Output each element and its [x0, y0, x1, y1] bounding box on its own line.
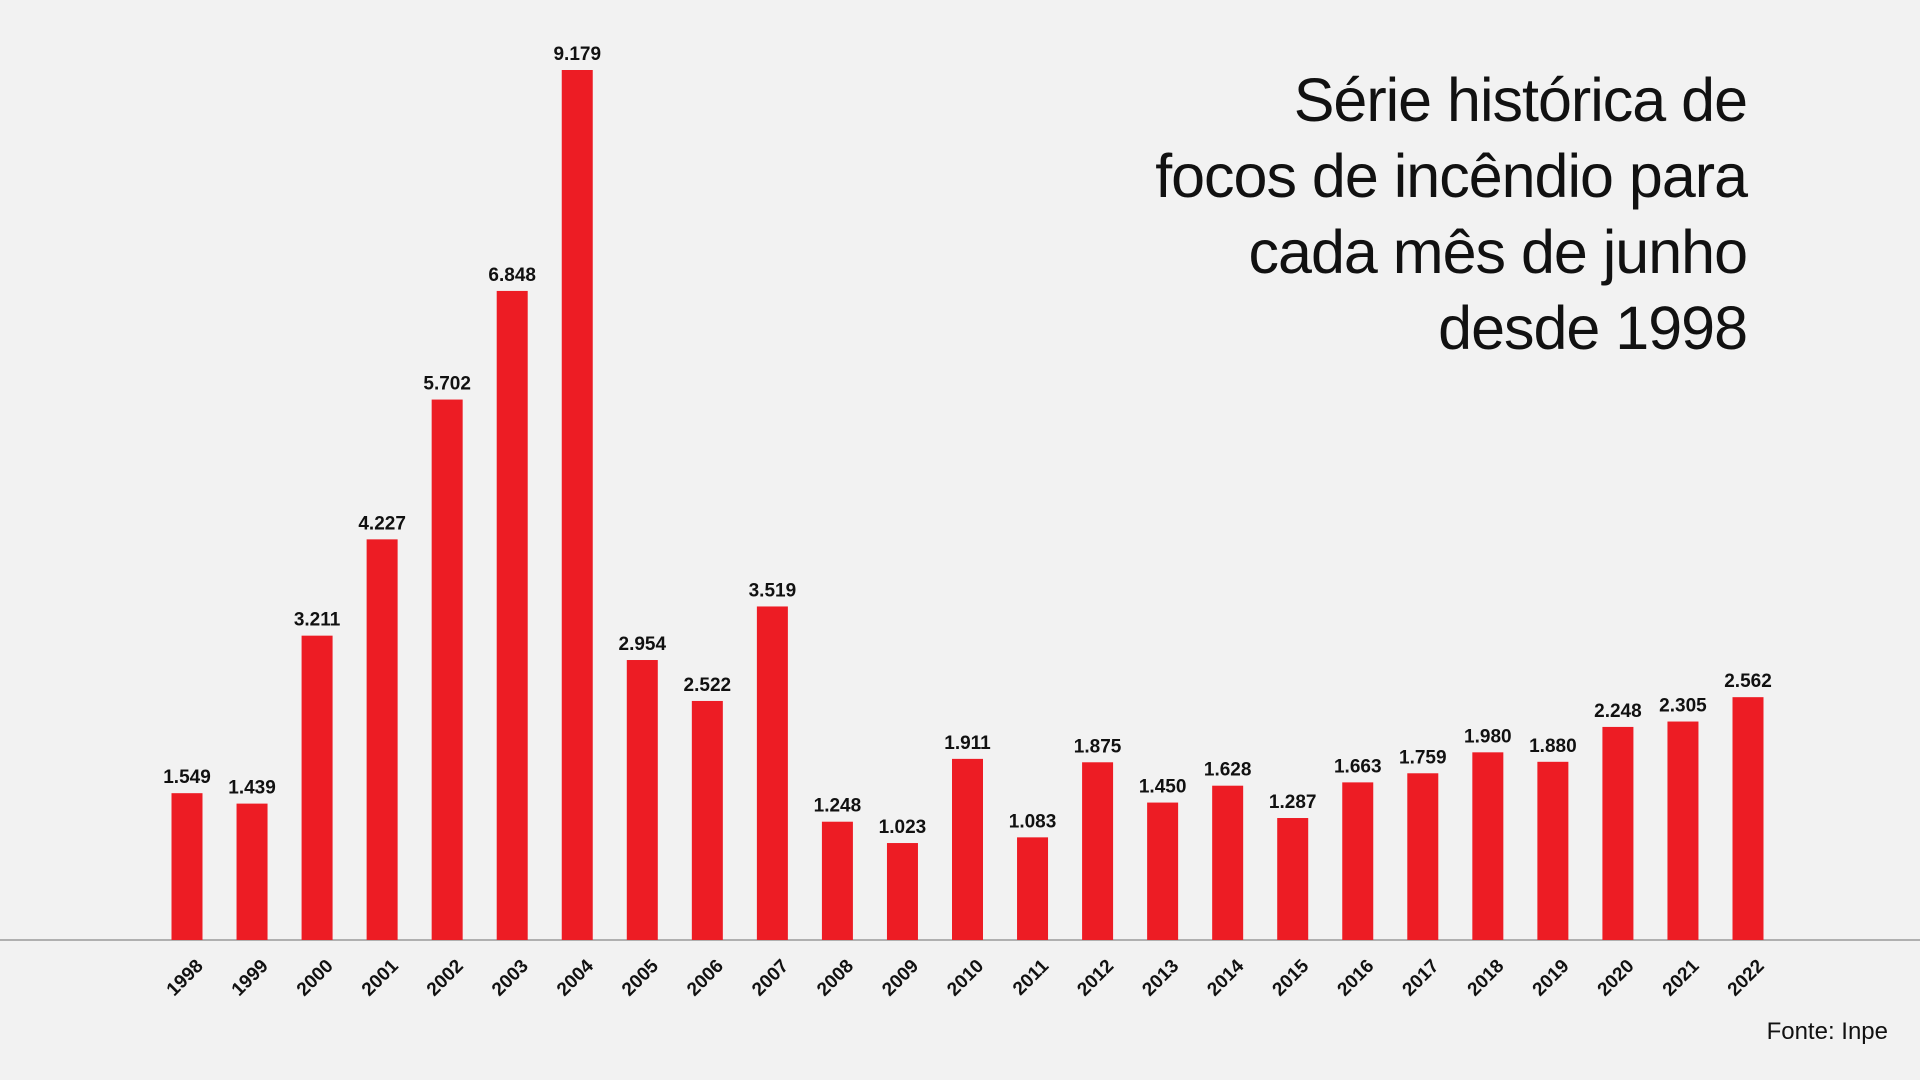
value-label-2007: 3.519 [749, 580, 797, 601]
bar-2017 [1407, 773, 1439, 940]
value-label-2005: 2.954 [619, 634, 667, 655]
x-tick-label-2018: 2018 [1464, 956, 1509, 1001]
bar-2004 [561, 70, 593, 940]
value-label-2022: 2.562 [1724, 671, 1772, 692]
source-note: Fonte: Inpe [1766, 1018, 1888, 1045]
x-tick-label-2004: 2004 [553, 955, 598, 1000]
bar-2000 [301, 635, 333, 940]
x-tick-label-2020: 2020 [1594, 956, 1639, 1001]
value-label-2012: 1.875 [1074, 736, 1122, 757]
x-tick-label-2001: 2001 [358, 955, 403, 1000]
bar-2015 [1277, 818, 1309, 940]
value-labels-group: 1.549 1.439 3.211 4.227 5.702 6.848 9.179 2.954… [163, 44, 1772, 838]
bar-2001 [366, 539, 398, 940]
x-tick-label-2002: 2002 [423, 956, 468, 1001]
bar-2012 [1082, 762, 1114, 940]
value-label-2003: 6.848 [488, 265, 536, 286]
bar-2002 [431, 399, 463, 940]
x-tick-label-2012: 2012 [1073, 956, 1118, 1001]
bar-2022 [1732, 697, 1764, 940]
x-tick-label-2008: 2008 [813, 956, 858, 1001]
x-tick-label-2014: 2014 [1204, 955, 1249, 1000]
chart-title-line: desde 1998 [1438, 294, 1748, 362]
value-label-2002: 5.702 [423, 374, 471, 395]
bar-2014 [1212, 785, 1244, 940]
bar-1998 [171, 793, 203, 940]
value-label-2004: 9.179 [553, 44, 601, 65]
x-tick-label-1999: 1999 [228, 956, 273, 1001]
bar-2018 [1472, 752, 1504, 940]
bar-2007 [756, 606, 788, 940]
value-label-2016: 1.663 [1334, 756, 1382, 777]
x-tick-label-2013: 2013 [1138, 956, 1183, 1001]
value-label-2010: 1.911 [944, 733, 991, 754]
value-label-2015: 1.287 [1269, 792, 1317, 813]
value-label-2018: 1.980 [1464, 726, 1512, 747]
value-label-2001: 4.227 [358, 513, 406, 534]
bars-group [171, 70, 1764, 941]
bar-2005 [626, 660, 658, 940]
value-label-2014: 1.628 [1204, 760, 1252, 781]
value-label-1999: 1.439 [228, 778, 276, 799]
value-label-2011: 1.083 [1009, 811, 1057, 832]
chart-title-line: focos de incêndio para [1155, 142, 1748, 210]
bar-2016 [1342, 782, 1374, 940]
bar-2019 [1537, 761, 1569, 940]
x-tick-labels-group: 1998 1999 2000 2001 2002 2003 2004 2005 2006 2007… [163, 955, 1769, 1000]
chart-title-line: cada mês de junho [1248, 218, 1748, 286]
value-label-2008: 1.248 [814, 796, 862, 817]
x-tick-label-2015: 2015 [1269, 955, 1314, 1000]
x-tick-label-2007: 2007 [748, 956, 793, 1001]
value-label-2019: 1.880 [1529, 736, 1577, 757]
value-label-2017: 1.759 [1399, 747, 1447, 768]
x-tick-label-2011: 2011 [1009, 955, 1053, 999]
bar-2006 [691, 700, 723, 940]
value-label-2009: 1.023 [879, 817, 927, 838]
bar-2010 [952, 758, 983, 940]
x-tick-label-2009: 2009 [878, 956, 923, 1001]
bar-2003 [496, 290, 528, 941]
bar-2008 [821, 821, 853, 940]
bar-2013 [1147, 802, 1179, 940]
value-label-1998: 1.549 [163, 767, 211, 788]
x-tick-label-2022: 2022 [1724, 956, 1769, 1001]
x-tick-label-2021: 2021 [1659, 955, 1704, 1000]
chart-title: Série histórica de focos de incêndio par… [987, 62, 1748, 366]
x-tick-label-2017: 2017 [1399, 956, 1444, 1001]
bar-2011 [1017, 837, 1049, 940]
bar-2020 [1602, 726, 1634, 940]
value-label-2000: 3.211 [294, 610, 341, 631]
value-label-2020: 2.248 [1594, 701, 1642, 722]
chart-title-line: Série histórica de [1293, 66, 1748, 134]
x-tick-label-2016: 2016 [1334, 956, 1379, 1001]
x-tick-label-2010: 2010 [943, 956, 988, 1001]
x-tick-label-1998: 1998 [163, 956, 208, 1001]
bar-1999 [236, 803, 268, 940]
x-tick-label-2006: 2006 [683, 956, 728, 1001]
x-tick-label-2000: 2000 [293, 956, 338, 1001]
x-tick-label-2019: 2019 [1529, 956, 1574, 1001]
bar-2009 [886, 843, 918, 940]
x-tick-label-2005: 2005 [618, 955, 663, 1000]
value-label-2006: 2.522 [684, 675, 732, 696]
value-label-2021: 2.305 [1659, 696, 1707, 717]
x-tick-label-2003: 2003 [488, 956, 533, 1001]
bar-2021 [1667, 721, 1699, 940]
value-label-2013: 1.450 [1139, 777, 1187, 798]
